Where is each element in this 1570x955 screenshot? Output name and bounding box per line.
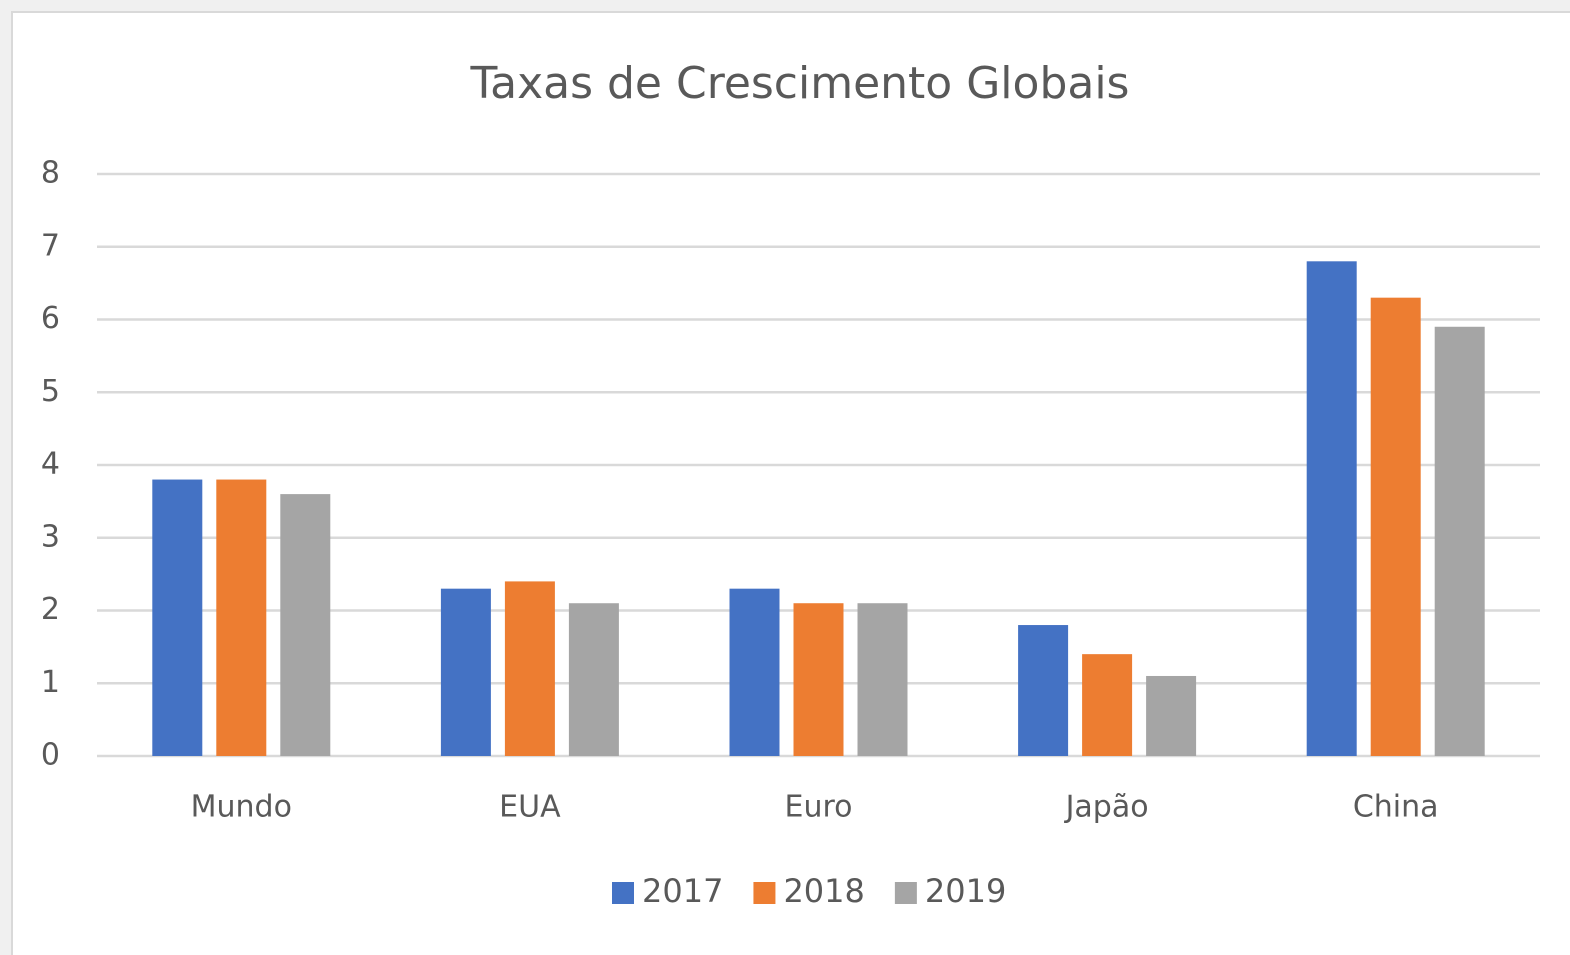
- bar: [1082, 654, 1133, 756]
- legend-swatch: [753, 882, 776, 904]
- bar: [1370, 297, 1421, 756]
- bar: [216, 479, 267, 756]
- x-tick-label: Japão: [1064, 790, 1149, 825]
- bar: [440, 588, 491, 756]
- y-tick-label: 2: [41, 592, 60, 627]
- y-tick-label: 7: [41, 228, 60, 263]
- bar: [1018, 625, 1069, 756]
- x-tick-label: Euro: [785, 790, 853, 825]
- bar: [280, 494, 331, 756]
- bar: [152, 479, 203, 756]
- bar: [729, 588, 780, 756]
- y-tick-label: 5: [41, 374, 60, 409]
- bar: [568, 603, 619, 756]
- y-tick-label: 6: [41, 301, 60, 336]
- legend-label: 2018: [783, 872, 864, 910]
- bar: [1306, 261, 1357, 756]
- legend-label: 2019: [925, 872, 1006, 910]
- bar: [1146, 675, 1197, 756]
- chart-title: Taxas de Crescimento Globais: [470, 58, 1130, 109]
- y-tick-label: 0: [41, 738, 60, 773]
- bar: [504, 581, 555, 756]
- legend-swatch: [612, 882, 634, 904]
- bar: [857, 603, 908, 756]
- legend-label: 2017: [642, 872, 723, 910]
- y-tick-label: 4: [41, 447, 60, 482]
- x-tick-label: EUA: [499, 790, 561, 825]
- y-tick-label: 8: [41, 156, 60, 191]
- y-tick-label: 3: [41, 519, 60, 554]
- y-tick-label: 1: [41, 665, 60, 700]
- legend-swatch: [894, 882, 917, 904]
- x-tick-label: Mundo: [191, 790, 292, 825]
- x-tick-label: China: [1353, 790, 1439, 825]
- bar: [793, 603, 844, 756]
- bar: [1434, 326, 1485, 756]
